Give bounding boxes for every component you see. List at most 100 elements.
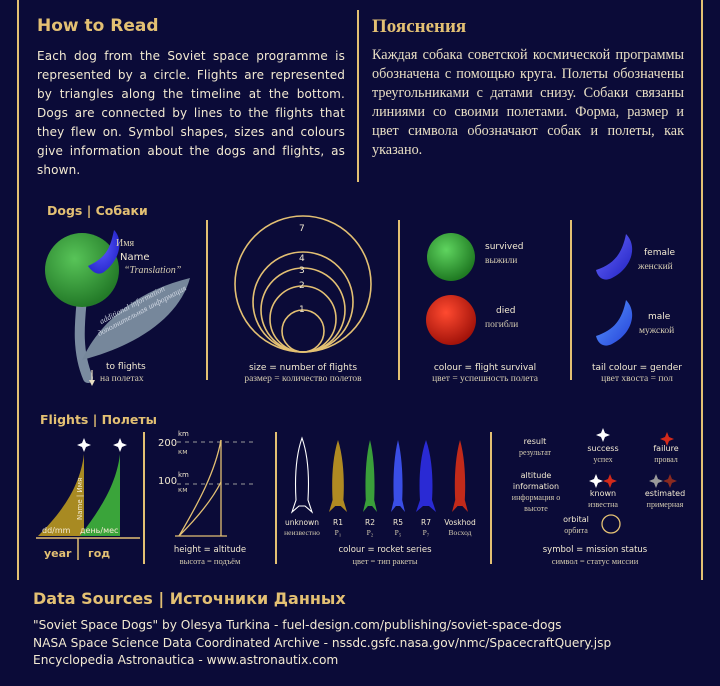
size-caption: size = number of flights [248, 363, 358, 373]
dog-stem [74, 293, 93, 383]
known-label-ru: известна [588, 500, 618, 509]
altitude-tick-100-unit: km [178, 471, 189, 479]
rocket-r5-icon [391, 440, 405, 512]
dog-tail [88, 230, 120, 274]
flights-divider-3 [490, 432, 492, 564]
rocket-label: R2 [365, 518, 375, 527]
result-label: result [523, 437, 547, 446]
altitude-caption-ru: высота = подъём [179, 556, 241, 566]
rocket-label: R7 [421, 518, 431, 527]
female-label: female [644, 248, 676, 258]
failure-icon [660, 432, 674, 446]
status-caption: symbol = mission status [542, 545, 648, 555]
altitude-tick-200-unit-ru: км [178, 448, 188, 456]
explanation-title-ru: Пояснения [372, 16, 467, 37]
known-label: known [589, 489, 617, 498]
rocket-label-ru: Р₂ [366, 528, 374, 537]
flight-triangle-r1 [38, 454, 84, 536]
flight-name-en: Name [76, 499, 84, 520]
flights-divider-2 [275, 432, 277, 564]
flight-name-vertical: Name | Имя [76, 477, 84, 520]
orbital-label: orbital [563, 515, 589, 524]
rocket-r1-icon [329, 440, 347, 512]
colour-caption-ru: цвет = успешность полета [432, 374, 538, 384]
survival-circles [426, 233, 476, 345]
male-label: male [648, 312, 671, 322]
dog-anatomy-diagram [45, 230, 190, 386]
sources-title-text: Data Sources | Источники Данных [33, 589, 346, 608]
success-label: success [587, 444, 619, 453]
failure-label-ru: провал [654, 455, 678, 464]
size-rings [234, 215, 372, 353]
rocket-label-ru: Р₅ [394, 528, 402, 537]
status-caption-ru: символ = статус миссии [551, 556, 639, 566]
dog-circle [45, 233, 119, 307]
frame-right-line [701, 0, 703, 580]
altitude-tick-200-unit: km [178, 430, 189, 438]
header-divider-line [357, 10, 359, 182]
result-label-ru: результат [518, 448, 552, 457]
flight-triangle-r2 [80, 454, 120, 536]
tail-caption: tail colour = gender [592, 363, 682, 373]
died-circle [426, 295, 476, 345]
dogs-divider-3 [570, 220, 572, 380]
success-label-ru: успех [593, 455, 613, 464]
rocket-r7-icon [416, 440, 436, 512]
orbital-icon [601, 514, 621, 534]
rocket-label: R1 [333, 518, 343, 527]
explanation-text-ru: Каждая собака советской космической прог… [372, 47, 684, 158]
rocket-label: R5 [393, 518, 403, 527]
rocket-label-ru: неизвестно [284, 528, 320, 537]
survived-circle [427, 233, 475, 281]
dog-name-translation: “Translation” [124, 265, 182, 276]
year-label-ru: год [88, 547, 111, 560]
dog-name-ru: Имя [116, 238, 135, 249]
estimated-success-icon [649, 474, 663, 488]
died-label: died [496, 306, 516, 316]
tail-caption-ru: цвет хвоста = пол [601, 374, 673, 384]
dogs-divider-1 [206, 220, 208, 380]
estimated-label-ru: примерная [646, 500, 684, 509]
dogs-divider-2 [398, 220, 400, 380]
died-label-ru: погибли [485, 320, 519, 330]
estimated-label: estimated [644, 489, 686, 498]
to-flights-label: to flights [106, 362, 146, 372]
source-line: NASA Space Science Data Coordinated Arch… [33, 635, 612, 650]
altitude-curve-low [178, 481, 222, 537]
failure-label: failure [653, 444, 679, 453]
size-ring-label-3: 3 [299, 266, 305, 276]
dog-name-en: Name [120, 252, 150, 263]
rocket-label-ru: Р₁ [334, 528, 342, 537]
orbital-label-ru: орбита [564, 526, 588, 535]
colour-caption: colour = flight survival [433, 363, 537, 373]
status-symbols [589, 428, 677, 534]
dog-leaf [82, 278, 190, 360]
size-ring-label-7: 7 [299, 224, 305, 234]
altitude-curve-high [178, 439, 222, 537]
rocket-label: Voskhod [444, 518, 476, 527]
sources-list: "Soviet Space Dogs" by Olesya Turkina - … [33, 617, 611, 670]
survived-label: survived [485, 242, 524, 252]
rocket-label: unknown [284, 518, 320, 527]
altitude-caption: height = altitude [173, 545, 247, 555]
female-tail-icon [596, 234, 633, 280]
tail-icons [596, 234, 633, 346]
size-ring-label-4: 4 [299, 254, 305, 264]
rocket-caption: colour = rocket series [338, 545, 432, 555]
dogs-section-title: Dogs | Собаки [47, 203, 148, 218]
source-line: Encyclopedia Astronautica - www.astronau… [33, 653, 339, 667]
date-label-ru: день/мес [80, 526, 119, 535]
how-to-read-title: How to Read [37, 16, 159, 36]
altitude-info-label: altitude information [512, 471, 560, 491]
estimated-failure-icon [663, 474, 677, 488]
source-line: "Soviet Space Dogs" by Olesya Turkina - … [33, 618, 562, 632]
known-failure-icon [603, 474, 617, 488]
female-label-ru: женский [638, 262, 673, 272]
rocket-series-diagram [290, 436, 468, 514]
timeline-diagram [36, 438, 140, 560]
flights-section-title: Flights | Полеты [40, 412, 157, 427]
rocket-r2-icon [363, 440, 377, 512]
altitude-tick-100-unit-ru: км [178, 486, 188, 494]
altitude-tick-200-value: 200 [158, 438, 178, 449]
altitude-diagram [175, 439, 255, 537]
